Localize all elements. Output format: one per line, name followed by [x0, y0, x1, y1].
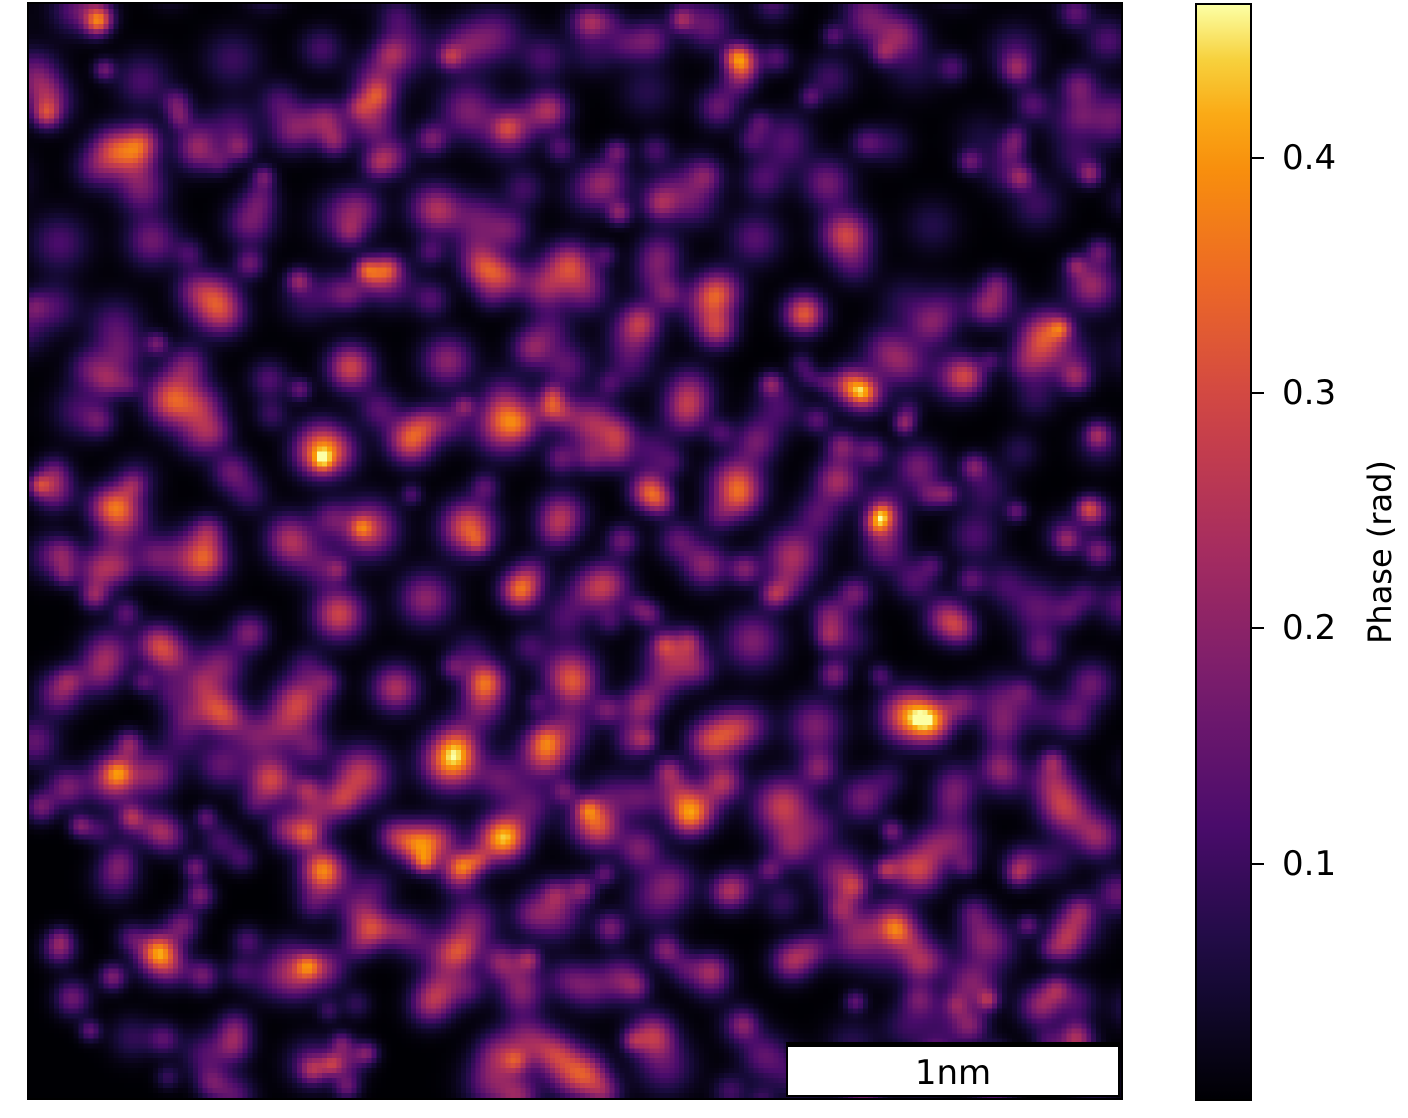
colorbar [1195, 3, 1252, 1101]
colorbar-tick-label: 0.1 [1282, 843, 1337, 884]
phase-image [29, 4, 1121, 1098]
colorbar-tick-label: 0.2 [1282, 608, 1337, 649]
colorbar-tick [1252, 862, 1264, 865]
scale-bar-label: 1nm [914, 1053, 992, 1093]
scale-bar: 1nm [786, 1042, 1120, 1097]
phase-map: 1nm [27, 2, 1123, 1100]
colorbar-tick [1252, 392, 1264, 395]
colorbar-label: Phase (rad) [1361, 460, 1399, 644]
colorbar-tick-label: 0.3 [1282, 373, 1337, 414]
colorbar-tick [1252, 627, 1264, 630]
colorbar-tick [1252, 156, 1264, 159]
colorbar-tick-label: 0.4 [1282, 137, 1337, 178]
